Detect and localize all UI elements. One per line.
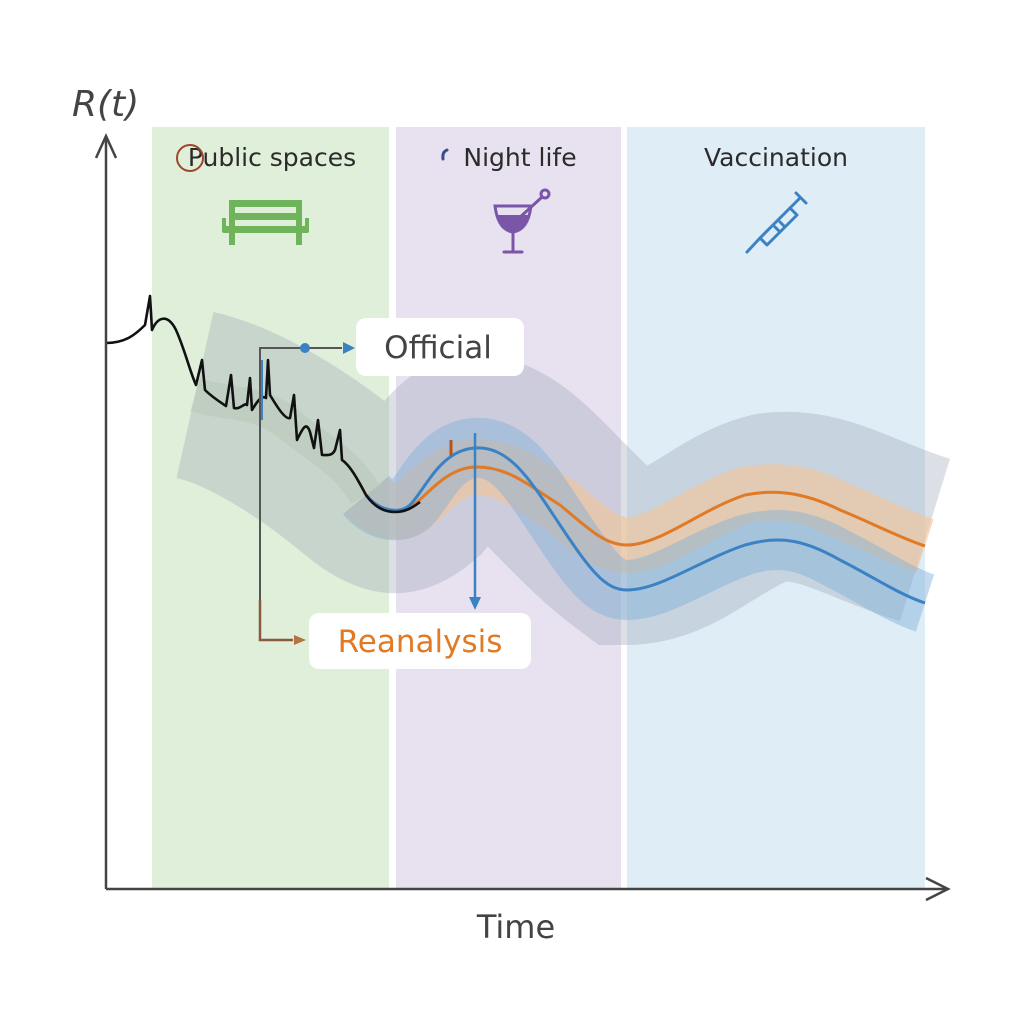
- official-connector: [259, 347, 342, 610]
- reanalysis-callout-box: [309, 613, 531, 669]
- official-callout-label: Official: [384, 330, 492, 366]
- doodle-circle-icon: [176, 144, 204, 172]
- reanalysis-callout-label: Reanalysis: [338, 624, 503, 660]
- reanalysis-connector: [258, 600, 293, 642]
- phase-label-public-spaces: Public spaces: [188, 143, 356, 172]
- official-callout-box: [356, 318, 524, 376]
- y-axis-arrowhead-icon: [94, 132, 118, 159]
- y-axis-label: R(t): [72, 84, 139, 125]
- peak-arrowhead-icon: [469, 597, 481, 610]
- official-line: [364, 446, 926, 605]
- phase-label-night-life: Night life: [463, 143, 576, 172]
- official-arrowhead-icon: [343, 342, 355, 354]
- x-axis-label: Time: [476, 908, 555, 946]
- phase-label-vaccination: Vaccination: [704, 143, 848, 172]
- cocktail-icon: [493, 188, 551, 254]
- syringe-icon: [745, 191, 808, 254]
- reanalysis-arrowhead-icon: [294, 635, 306, 645]
- quote-mark-icon: [441, 148, 449, 161]
- phase-public-spaces-band: [152, 127, 389, 889]
- official-connector-dot: [300, 343, 310, 353]
- x-axis-arrowhead-icon: [925, 876, 951, 902]
- bench-icon: [222, 200, 309, 245]
- observed-line: [105, 294, 421, 514]
- reanalysis-line: [364, 465, 926, 548]
